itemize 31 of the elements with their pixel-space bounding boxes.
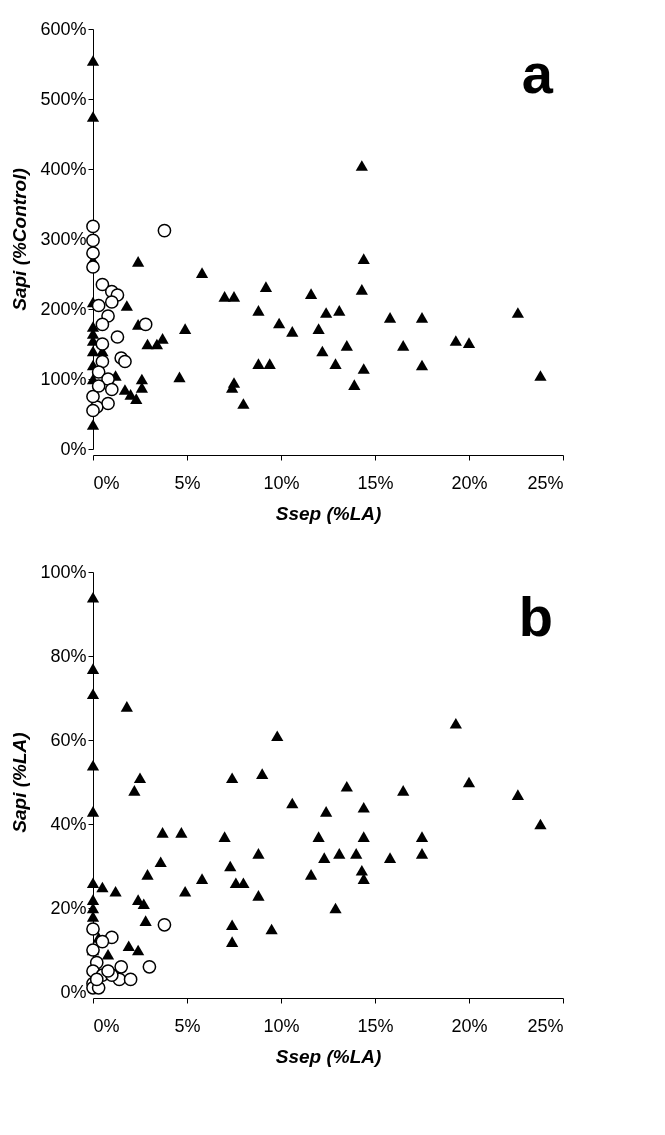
y-axis-title: Sapi (%Control): [9, 168, 31, 311]
y-tick-label: 0%: [60, 438, 87, 459]
x-tick-label: 5%: [174, 472, 201, 493]
x-tick-label: 10%: [263, 1015, 300, 1036]
y-tick-label: 600%: [40, 18, 87, 39]
x-tick-label: 25%: [527, 1015, 564, 1036]
x-tick-label: 20%: [451, 472, 488, 493]
x-tick-label: 25%: [527, 472, 564, 493]
x-axis-title: Ssep (%LA): [275, 502, 382, 524]
y-tick-label: 500%: [40, 88, 87, 109]
x-tick-label: 15%: [357, 472, 394, 493]
y-tick-label: 100%: [40, 561, 87, 582]
y-tick-label: 300%: [40, 228, 87, 249]
y-tick-label: 200%: [40, 298, 87, 319]
annotation: b: [518, 585, 553, 648]
x-tick-label: 0%: [93, 472, 120, 493]
x-tick-label: 10%: [263, 472, 300, 493]
x-tick-label: 0%: [93, 1015, 120, 1036]
x-tick-label: 5%: [174, 1015, 201, 1036]
y-tick-label: 80%: [50, 645, 87, 666]
y-tick-label: 20%: [50, 897, 87, 918]
y-tick-label: 400%: [40, 158, 87, 179]
y-tick-label: 100%: [40, 368, 87, 389]
x-tick-label: 20%: [451, 1015, 488, 1036]
y-tick-label: 60%: [50, 729, 87, 750]
x-tick-label: 15%: [357, 1015, 394, 1036]
y-tick-label: 40%: [50, 813, 87, 834]
annotation: a: [521, 42, 554, 105]
x-axis-title: Ssep (%LA): [275, 1045, 382, 1067]
y-axis-title: Sapi (%LA): [9, 732, 31, 833]
y-tick-label: 0%: [60, 981, 87, 1002]
